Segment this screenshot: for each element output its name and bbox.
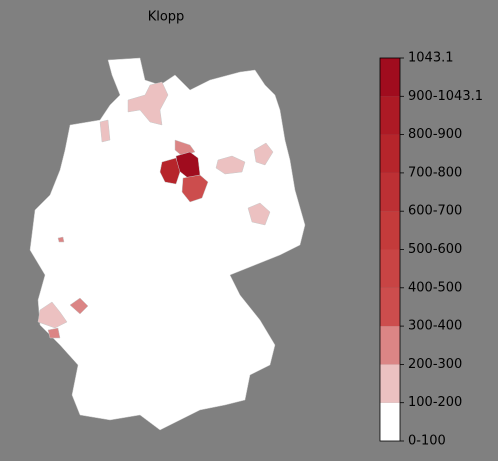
district xyxy=(127,81,169,126)
colorbar-label: 400-500 xyxy=(408,280,462,295)
country-outline xyxy=(29,57,306,431)
germany-map xyxy=(29,57,306,431)
district xyxy=(181,174,209,203)
colorbar-label: 500-600 xyxy=(408,242,462,257)
district xyxy=(57,236,65,243)
colorbar-label: 200-300 xyxy=(408,357,462,372)
colorbar: 0-100 100-200 200-300 300-400 400-500 500-600… xyxy=(379,51,483,449)
colorbar-segment xyxy=(380,249,400,288)
district xyxy=(99,119,111,143)
colorbar-segment xyxy=(380,364,400,403)
district xyxy=(253,142,274,166)
district xyxy=(47,327,61,339)
colorbar-label: 0-100 xyxy=(408,434,446,449)
colorbar-label: 700-800 xyxy=(408,165,462,180)
district xyxy=(159,157,181,185)
colorbar-label: 1043.1 xyxy=(408,51,454,66)
colorbar-label: 800-900 xyxy=(408,127,462,142)
colorbar-segment xyxy=(380,96,400,135)
colorbar-label: 300-400 xyxy=(408,319,462,334)
district xyxy=(247,202,271,226)
district xyxy=(37,301,68,329)
map-title: Klopp xyxy=(148,10,185,25)
colorbar-segment xyxy=(380,58,400,97)
colorbar-segment xyxy=(380,134,400,173)
district xyxy=(69,297,89,315)
colorbar-segment xyxy=(380,211,400,250)
colorbar-label: 100-200 xyxy=(408,395,462,410)
colorbar-segment xyxy=(380,402,400,441)
colorbar-label: 900-1043.1 xyxy=(408,89,483,104)
colorbar-segment xyxy=(380,172,400,212)
district xyxy=(215,155,246,175)
colorbar-label: 600-700 xyxy=(408,204,462,219)
colorbar-segment xyxy=(380,287,400,327)
colorbar-segment xyxy=(380,326,400,365)
